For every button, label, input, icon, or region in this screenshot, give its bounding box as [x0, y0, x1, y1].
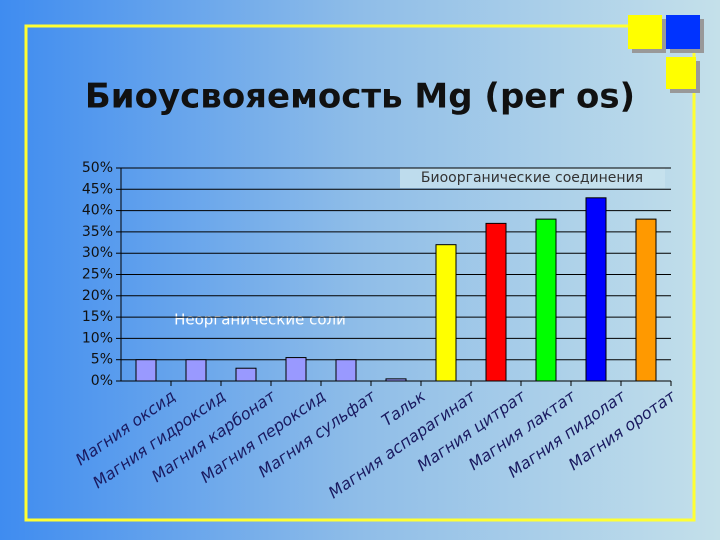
y-tick-label: 40%: [82, 203, 113, 219]
annotation: Биоорганические соединения: [421, 170, 643, 186]
bar: [435, 244, 457, 382]
bar: [585, 197, 607, 382]
bar: [185, 359, 207, 382]
y-tick-label: 15%: [82, 309, 113, 325]
y-tick-label: 20%: [82, 288, 113, 304]
bar: [535, 218, 557, 382]
bar: [485, 222, 507, 382]
deco-square: [628, 15, 662, 49]
bar: [335, 359, 357, 382]
frame: [24, 24, 696, 522]
bar: [235, 367, 257, 382]
y-tick-label: 35%: [82, 224, 113, 240]
bar: [135, 359, 157, 382]
y-tick-label: 30%: [82, 245, 113, 261]
chart-title: Биоусвояемость Mg (per os): [85, 77, 635, 117]
deco-square: [666, 57, 696, 89]
annotation: Неорганические соли: [174, 311, 346, 329]
y-tick-label: 0%: [91, 373, 113, 389]
y-tick-label: 25%: [82, 267, 113, 283]
annotation-box: [400, 168, 665, 188]
bar: [285, 357, 307, 382]
y-tick-label: 50%: [82, 160, 113, 176]
y-tick-label: 5%: [91, 352, 113, 368]
y-tick-label: 45%: [82, 181, 113, 197]
deco-square: [666, 15, 700, 49]
y-tick-label: 10%: [82, 330, 113, 346]
bar: [635, 218, 657, 382]
